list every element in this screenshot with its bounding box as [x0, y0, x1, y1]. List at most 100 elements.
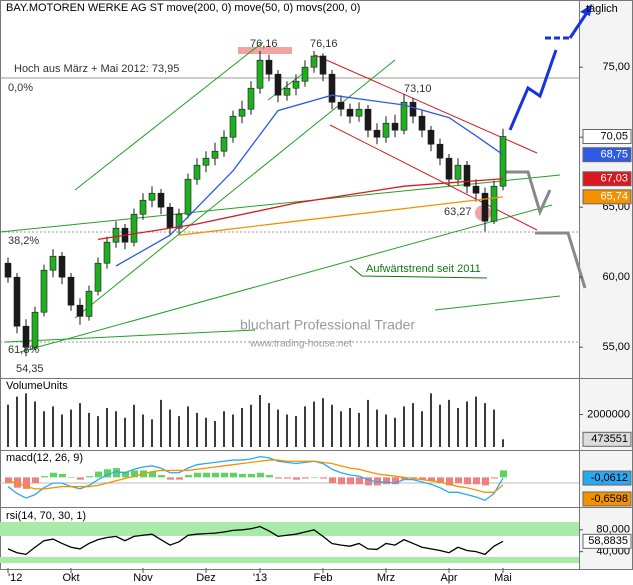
volume-bar	[34, 401, 36, 447]
rsi-upper-band	[0, 522, 579, 536]
candle-body	[211, 150, 219, 159]
volume-bar	[196, 412, 198, 447]
value-box	[582, 147, 632, 163]
volume-bar	[70, 409, 72, 447]
histogram-bar	[68, 477, 75, 478]
histogram-bar	[455, 477, 462, 484]
histogram-bar	[275, 477, 282, 479]
histogram-bar	[230, 472, 237, 478]
volume-bar	[124, 417, 126, 447]
y-tick-label: 80,000	[596, 524, 630, 536]
candle-body	[49, 255, 57, 271]
annotation: 73,10	[404, 83, 432, 95]
value-box	[582, 533, 632, 549]
histogram-bar	[266, 475, 273, 478]
trend-pointer	[349, 265, 488, 279]
candle-body	[409, 101, 417, 117]
volume-bar	[349, 408, 351, 447]
histogram-bar	[464, 477, 471, 485]
candle-body	[301, 66, 309, 82]
value-label: 68,75	[600, 149, 628, 161]
histogram-bar	[41, 476, 48, 478]
volume-bar	[394, 417, 396, 447]
volume-bar	[295, 416, 297, 447]
volume-bar	[475, 396, 477, 447]
histogram-bar	[284, 477, 291, 479]
value-label: 70,05	[600, 130, 628, 142]
histogram-bar	[311, 477, 318, 478]
volume-bar	[439, 404, 441, 447]
volume-bar	[313, 401, 315, 447]
volume-bar	[277, 409, 279, 447]
histogram-bar	[473, 477, 480, 485]
indicator-line	[7, 455, 504, 502]
x-tick-label: Dez	[196, 572, 216, 584]
annotation: 0,0%	[8, 82, 33, 94]
volume-bar	[430, 393, 432, 447]
candle-body	[310, 55, 318, 68]
value-label: -0,6598	[591, 493, 628, 505]
value-box	[582, 171, 632, 187]
candle-body	[229, 115, 237, 138]
chart-title: BAY.MOTOREN WERKE AG ST move(200, 0) mov…	[6, 2, 360, 14]
histogram-bar	[302, 477, 309, 479]
histogram-bar	[392, 477, 399, 485]
candle-body	[463, 164, 471, 187]
x-tick-label: Okt	[62, 572, 79, 584]
histogram-bar	[257, 472, 264, 478]
histogram-bar	[482, 477, 489, 486]
volume-bar	[151, 419, 153, 447]
annotation: 61,8%	[8, 344, 39, 356]
annotation: 38,2%	[8, 235, 39, 247]
candle-body	[247, 87, 255, 110]
labels: BAY.MOTOREN WERKE AG ST move(200, 0) mov…	[6, 2, 618, 522]
histogram-bar	[167, 477, 174, 480]
watermark: bluchart Professional Trader	[240, 317, 415, 333]
histogram-bar	[293, 477, 300, 480]
volume-bar	[331, 404, 333, 447]
candle-body	[445, 157, 453, 180]
volume-bar	[502, 439, 504, 447]
volume-bar	[106, 408, 108, 447]
forecast-line	[508, 49, 558, 131]
histogram-bar	[419, 477, 426, 480]
indicator-line	[7, 459, 504, 493]
volume-bar	[385, 414, 387, 447]
channel-line	[329, 124, 538, 231]
y-tick-label: 75,00	[602, 61, 630, 73]
moving-average	[178, 196, 504, 236]
histogram-bar	[248, 473, 255, 478]
volume-bar	[286, 414, 288, 447]
candle-body	[175, 213, 183, 229]
candle-body	[193, 164, 201, 180]
candle-body	[58, 255, 66, 278]
watermark: www.trading-house.net	[249, 339, 352, 350]
annotation: 76,16	[310, 38, 338, 50]
histogram-bar	[158, 475, 165, 478]
candle-body	[355, 108, 363, 117]
volume-bar	[61, 414, 63, 447]
volume-bar	[304, 406, 306, 447]
candle-body	[472, 185, 480, 194]
rsi-lower-band	[0, 557, 579, 563]
volume-bar	[322, 398, 324, 447]
y-tick-label: 55,00	[602, 341, 630, 353]
histogram-bar	[491, 477, 498, 479]
candle-body	[148, 192, 156, 201]
indicator-line	[7, 525, 504, 556]
histogram-bar	[212, 472, 219, 478]
volume-bar	[448, 399, 450, 447]
histogram-bar	[383, 477, 390, 485]
value-label: -0,0612	[591, 472, 628, 484]
histogram-bar	[320, 477, 327, 479]
volume-bar	[340, 411, 342, 447]
volume-bar	[133, 404, 135, 447]
volume-bar	[367, 399, 369, 447]
volume-bar	[421, 411, 423, 447]
candle-body	[103, 241, 111, 264]
candle-body	[418, 115, 426, 131]
value-label: 473551	[591, 433, 628, 445]
x-tick-label: Mai	[494, 572, 512, 584]
volume-bar	[484, 403, 486, 447]
candle-body	[4, 262, 12, 278]
